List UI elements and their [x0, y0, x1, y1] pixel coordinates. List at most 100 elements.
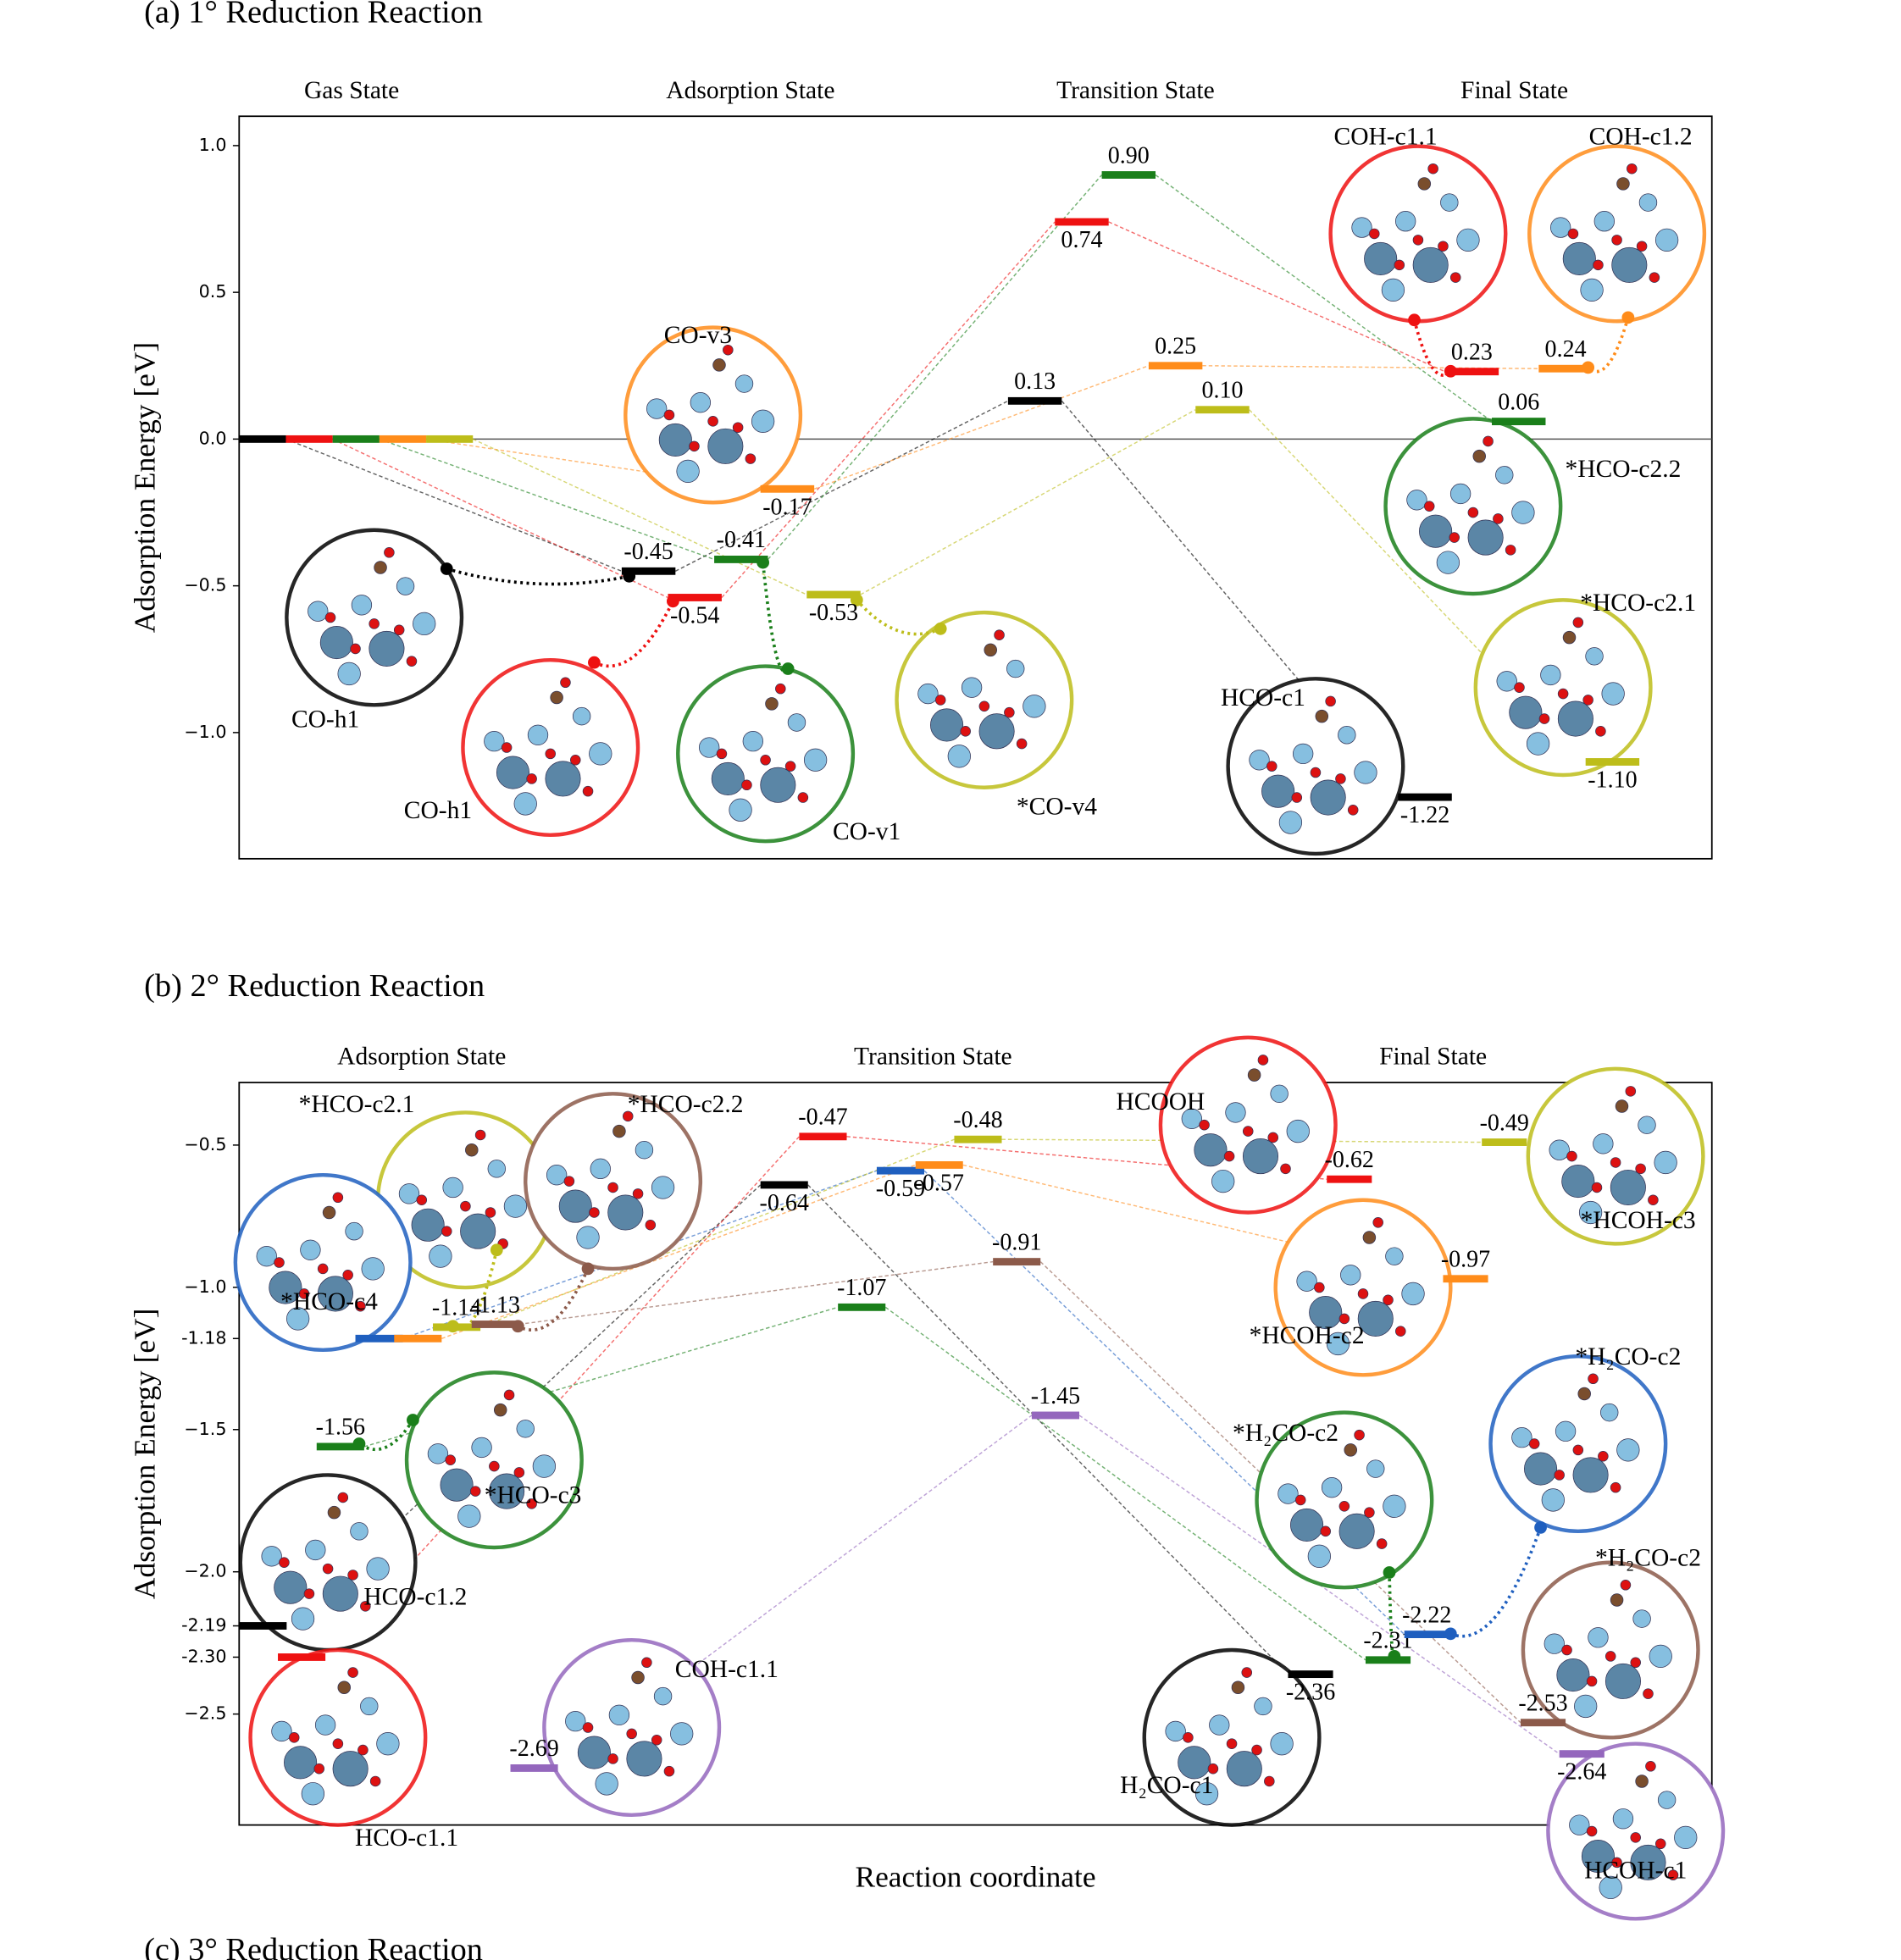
- atom: [532, 1454, 557, 1478]
- atom: [1242, 1138, 1279, 1175]
- atom: [526, 773, 537, 784]
- value-label: -2.53: [1518, 1690, 1567, 1716]
- atom: [1321, 1476, 1343, 1498]
- atom: [572, 706, 591, 726]
- structure-label: *HCO-c2.2: [628, 1091, 744, 1118]
- atom: [1528, 1438, 1540, 1449]
- energy-level: [1559, 1750, 1604, 1758]
- atom: [1354, 761, 1377, 784]
- structure-label: CO-h1: [291, 706, 359, 733]
- atom: [978, 713, 1015, 750]
- atom: [261, 1546, 282, 1567]
- inset-circle: [1255, 1410, 1434, 1590]
- atom: [374, 561, 387, 574]
- atom: [690, 392, 712, 413]
- stage-header: Transition State: [1056, 77, 1215, 104]
- atom: [440, 1468, 474, 1502]
- energy-level: [355, 1334, 403, 1343]
- y-tick-label: −0.5: [184, 1134, 226, 1154]
- atom: [369, 1775, 381, 1787]
- atom: [1511, 501, 1535, 524]
- energy-level: [1148, 362, 1203, 370]
- atom: [676, 459, 700, 484]
- energy-level: [993, 1258, 1041, 1266]
- atom: [1610, 1169, 1646, 1206]
- atom: [1278, 811, 1303, 834]
- energy-level: [1492, 418, 1546, 426]
- energy-level: [316, 1442, 364, 1451]
- atom: [1554, 1470, 1565, 1481]
- energy-level: [621, 567, 676, 575]
- atom: [760, 767, 796, 803]
- energy-level: [760, 1181, 808, 1189]
- atom: [546, 1165, 568, 1186]
- atom: [1351, 217, 1372, 238]
- atom: [1183, 1732, 1194, 1743]
- atom: [723, 344, 734, 356]
- atom: [1638, 1116, 1656, 1134]
- connector: [767, 174, 1103, 560]
- value-label: -0.53: [809, 600, 858, 626]
- atom: [716, 748, 728, 760]
- value-label: -1.14: [432, 1295, 481, 1321]
- atom: [1586, 1825, 1598, 1837]
- atom: [1340, 1265, 1361, 1286]
- atom: [398, 1183, 420, 1204]
- atom: [396, 577, 415, 595]
- atom: [337, 1492, 349, 1503]
- atom: [1630, 1832, 1641, 1843]
- structure-label: HCO-c1: [1221, 684, 1305, 711]
- atom: [1577, 1387, 1591, 1401]
- structure-inset: [248, 1647, 428, 1827]
- inset-circle: [895, 610, 1074, 789]
- atom: [569, 754, 581, 766]
- atom: [1016, 738, 1028, 750]
- connector: [441, 1164, 916, 1339]
- atom: [784, 761, 796, 772]
- atom: [305, 1539, 326, 1561]
- inset-circle: [1526, 1066, 1705, 1246]
- atom: [589, 742, 612, 766]
- atom: [1562, 241, 1596, 276]
- y-tick-label: 0.0: [199, 428, 227, 448]
- atom: [1643, 1688, 1654, 1699]
- atom: [1509, 695, 1543, 729]
- atom: [1417, 177, 1432, 191]
- inset-pointer: [1587, 317, 1630, 374]
- connector: [721, 221, 1056, 598]
- pointer-dot: [1621, 311, 1635, 324]
- atom: [513, 1467, 525, 1478]
- atom: [1241, 1667, 1253, 1678]
- atom: [442, 1177, 463, 1199]
- atom: [1181, 1108, 1202, 1129]
- atom: [319, 625, 353, 660]
- atom: [1625, 1086, 1637, 1097]
- atom: [1362, 1231, 1377, 1244]
- value-label: -0.97: [1441, 1247, 1490, 1273]
- atom: [1604, 1651, 1616, 1662]
- energy-level: [876, 1166, 925, 1175]
- value-label: 0.06: [1498, 389, 1539, 415]
- atom: [1654, 1838, 1666, 1850]
- energy-level: [239, 1622, 287, 1630]
- structure-inset: [233, 1173, 413, 1353]
- pointer-dot: [1408, 313, 1421, 327]
- structure-inset: [375, 1110, 555, 1333]
- y-tick-label: −2.5: [184, 1703, 226, 1724]
- atom: [489, 1473, 525, 1509]
- atom: [1549, 217, 1571, 238]
- atom: [285, 1307, 310, 1331]
- atom: [689, 440, 700, 452]
- atom: [545, 761, 581, 797]
- value-label: -0.17: [762, 494, 812, 520]
- atom: [393, 624, 405, 636]
- energy-level: [668, 594, 722, 601]
- atom: [355, 1300, 366, 1312]
- atom: [1514, 682, 1525, 693]
- connector: [472, 438, 807, 595]
- energy-level: [1520, 1719, 1566, 1727]
- atom: [1320, 1525, 1332, 1537]
- atom: [1338, 1313, 1350, 1325]
- structure-inset: [1158, 1035, 1338, 1215]
